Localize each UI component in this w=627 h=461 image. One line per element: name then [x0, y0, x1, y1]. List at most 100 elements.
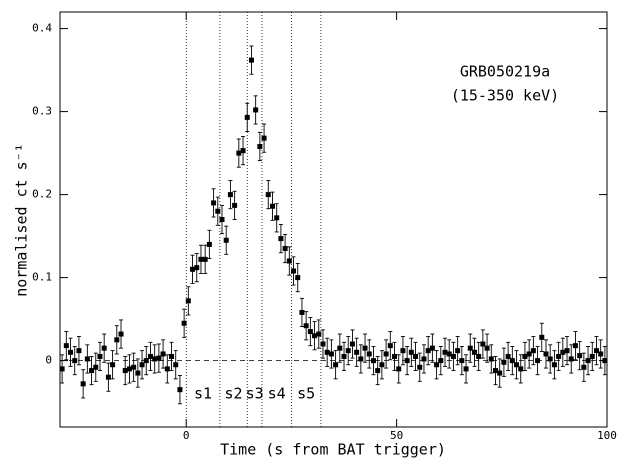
- data-point: [118, 331, 124, 337]
- data-point: [488, 356, 494, 362]
- data-point: [63, 343, 69, 349]
- data-point: [543, 351, 549, 357]
- data-point: [223, 237, 229, 243]
- y-tick-label: 0.4: [32, 22, 52, 35]
- data-point: [396, 366, 402, 372]
- data-point: [324, 349, 330, 355]
- data-point: [535, 358, 541, 364]
- data-point: [282, 246, 288, 252]
- data-point: [169, 353, 175, 359]
- data-point: [219, 217, 225, 222]
- y-axis-label: normalised ct s⁻¹: [13, 143, 31, 297]
- data-point: [370, 358, 376, 364]
- data-point: [526, 351, 532, 357]
- data-point: [291, 268, 297, 274]
- data-point: [227, 192, 233, 198]
- x-tick-label: 50: [390, 429, 403, 442]
- data-point: [484, 345, 490, 351]
- data-point: [198, 256, 204, 262]
- data-point: [413, 353, 419, 359]
- segment-label: s3: [246, 385, 264, 403]
- data-point: [295, 275, 301, 281]
- data-point: [135, 370, 141, 376]
- data-point: [568, 356, 574, 362]
- data-point: [278, 236, 284, 242]
- data-point: [492, 368, 498, 374]
- data-point: [160, 351, 166, 357]
- data-point: [417, 364, 423, 370]
- data-point: [265, 192, 271, 198]
- data-point: [89, 368, 95, 374]
- data-point: [581, 364, 587, 370]
- plot-frame: [59, 11, 608, 428]
- data-point: [438, 358, 444, 364]
- data-point: [429, 345, 435, 351]
- data-point: [509, 358, 515, 364]
- data-point: [131, 364, 137, 370]
- data-point: [257, 143, 263, 149]
- data-point: [286, 258, 292, 264]
- data-point: [156, 355, 162, 361]
- data-point: [392, 353, 398, 359]
- data-point: [593, 348, 599, 354]
- data-point: [530, 348, 536, 354]
- data-point: [505, 353, 511, 359]
- data-point: [471, 349, 477, 355]
- data-point: [72, 358, 78, 364]
- data-point: [181, 320, 187, 326]
- x-tick-label: 0: [183, 429, 190, 442]
- data-point: [261, 135, 267, 141]
- annotation: GRB050219a: [460, 63, 550, 81]
- data-point: [547, 356, 553, 362]
- data-point: [93, 364, 99, 370]
- data-point: [215, 208, 221, 214]
- data-point: [114, 337, 120, 343]
- data-point: [497, 370, 503, 376]
- data-point: [110, 362, 116, 368]
- data-point: [303, 323, 309, 329]
- data-point: [68, 349, 74, 355]
- data-point: [76, 348, 82, 354]
- data-point: [341, 353, 347, 359]
- data-point: [345, 348, 351, 354]
- data-point: [408, 349, 414, 355]
- data-point: [467, 345, 473, 351]
- x-tick-label: 100: [597, 429, 617, 442]
- segment-label: s1: [194, 385, 212, 403]
- data-point: [598, 351, 604, 357]
- data-point: [139, 362, 145, 368]
- data-point: [446, 351, 452, 357]
- data-point: [383, 351, 389, 357]
- data-point: [232, 202, 238, 208]
- data-point: [379, 362, 385, 368]
- data-point: [337, 345, 343, 351]
- data-point: [152, 356, 158, 362]
- data-point: [551, 362, 557, 368]
- data-point: [539, 334, 545, 340]
- data-point: [206, 241, 212, 247]
- data-point: [425, 348, 431, 354]
- data-point: [320, 341, 326, 347]
- data-point: [105, 374, 111, 380]
- data-point: [434, 362, 440, 368]
- data-point: [572, 343, 578, 349]
- data-point: [387, 343, 393, 349]
- data-point: [147, 353, 153, 359]
- data-point: [362, 345, 368, 351]
- data-point: [349, 341, 355, 347]
- data-point: [253, 107, 259, 113]
- data-point: [173, 362, 179, 368]
- segment-label: s2: [225, 385, 243, 403]
- data-point: [556, 353, 562, 359]
- data-point: [463, 366, 469, 372]
- data-point: [164, 366, 170, 372]
- data-point: [244, 114, 250, 120]
- data-point: [328, 351, 334, 357]
- data-point: [421, 356, 427, 362]
- data-point: [248, 57, 254, 63]
- data-point: [354, 349, 360, 355]
- annotation: (15-350 keV): [451, 87, 559, 105]
- data-point: [59, 366, 65, 372]
- data-point: [455, 348, 461, 354]
